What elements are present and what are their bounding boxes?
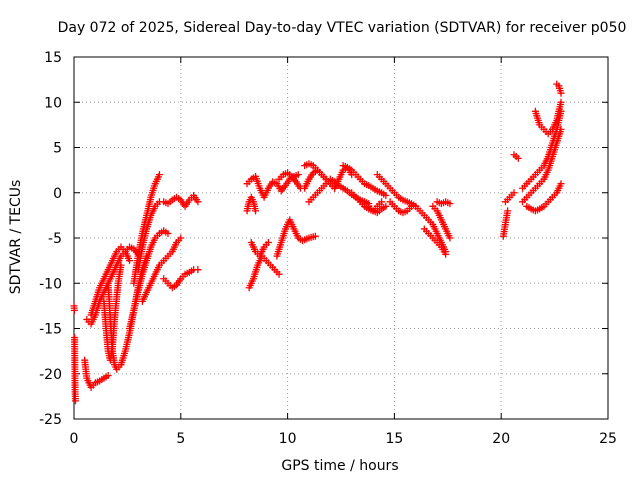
x-axis-label: GPS time / hours: [281, 458, 398, 474]
series-sat-38: [553, 80, 565, 97]
data-point: [252, 207, 260, 215]
data-point: [275, 270, 283, 278]
data-point: [164, 229, 172, 237]
x-tick-label: 25: [599, 431, 617, 447]
y-tick-label: -15: [39, 322, 62, 338]
series-sat-13: [243, 171, 302, 201]
series-sat-1: [70, 302, 78, 314]
series-sat-36: [523, 180, 565, 215]
series-sat-20: [301, 166, 339, 192]
data-point: [557, 98, 565, 106]
data-point: [378, 198, 386, 206]
series-sat-32: [501, 189, 518, 206]
y-tick-label: -20: [39, 367, 62, 383]
series-sat-30: [433, 198, 454, 208]
y-tick-label: 5: [53, 141, 62, 157]
data-point: [331, 184, 339, 192]
series-sat-28: [420, 225, 450, 258]
x-tick-label: 5: [176, 431, 185, 447]
data-point: [442, 250, 450, 258]
series-sat-10: [134, 191, 202, 274]
series-sat-31: [499, 207, 512, 240]
y-tick-label: 15: [44, 50, 62, 66]
y-axis-label: SDTVAR / TECUs: [8, 180, 24, 295]
series-sat-22: [339, 162, 390, 199]
data-points: [70, 80, 565, 405]
data-point: [104, 372, 112, 380]
data-point: [294, 171, 302, 179]
series-sat-25: [373, 171, 420, 210]
series-sat-37: [531, 98, 565, 138]
axis-ticks: 0 5 10 15 20 25 -25 -20 -15 -10 -5 0 5 10 15: [39, 50, 617, 447]
y-tick-label: -5: [48, 231, 62, 247]
data-point: [514, 154, 522, 162]
data-point: [71, 397, 79, 405]
data-point: [194, 198, 202, 206]
chart-title: Day 072 of 2025, Sidereal Day-to-day VTE…: [58, 20, 627, 36]
data-point: [382, 202, 390, 210]
series-sat-8: [126, 227, 172, 332]
series-sat-18: [275, 169, 304, 192]
x-tick-label: 15: [385, 431, 403, 447]
data-point: [504, 207, 512, 215]
x-tick-label: 20: [492, 431, 510, 447]
series-sat-12: [160, 266, 202, 292]
x-tick-label: 0: [70, 431, 79, 447]
grid-lines: [74, 57, 608, 419]
series-sat-5: [87, 243, 134, 319]
data-point: [446, 234, 454, 242]
data-point: [557, 180, 565, 188]
data-point: [557, 89, 565, 97]
series-sat-2: [71, 334, 79, 405]
data-point: [194, 266, 202, 274]
y-tick-label: -25: [39, 412, 62, 428]
series-sat-29: [429, 202, 454, 242]
data-point: [557, 125, 565, 133]
y-tick-label: -10: [39, 276, 62, 292]
series-sat-11: [138, 234, 185, 305]
data-point: [70, 306, 78, 314]
series-sat-14: [243, 193, 260, 215]
series-sat-35: [519, 125, 565, 206]
data-point: [510, 189, 518, 197]
data-point: [446, 200, 454, 208]
data-point: [117, 261, 125, 269]
series-sat-24: [360, 198, 386, 215]
series-sat-3: [81, 356, 112, 391]
series-sat-16: [247, 239, 272, 260]
series-sat-33: [510, 151, 522, 162]
y-tick-label: 10: [44, 95, 62, 111]
data-point: [382, 191, 390, 199]
data-point: [177, 234, 185, 242]
data-point: [155, 171, 163, 179]
data-point: [126, 257, 134, 265]
y-tick-label: 0: [53, 186, 62, 202]
x-tick-label: 10: [279, 431, 297, 447]
data-point: [264, 239, 272, 247]
data-point: [311, 232, 319, 240]
series-sat-17: [273, 216, 319, 260]
